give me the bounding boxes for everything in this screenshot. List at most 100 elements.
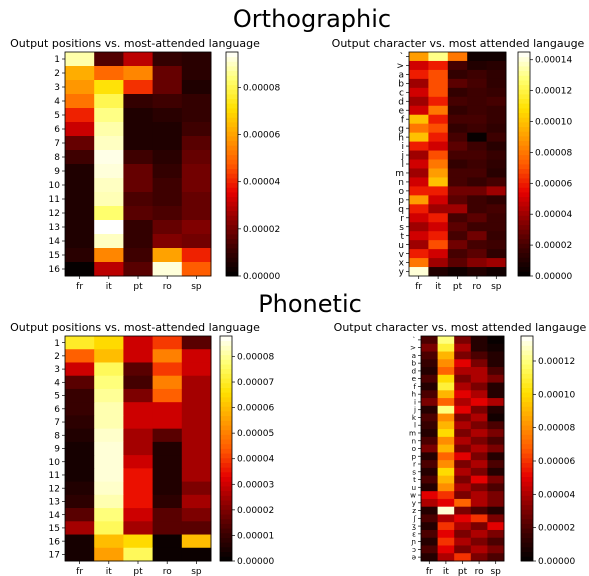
heatmap-cell [65, 66, 95, 81]
colorbar-segment [220, 364, 232, 370]
heatmap-cell [487, 413, 505, 422]
heatmap-cell [421, 382, 438, 391]
heatmap-cell [65, 455, 95, 469]
colorbar-segment [518, 192, 530, 198]
heatmap-cell [447, 69, 468, 80]
colorbar-segment [220, 392, 232, 398]
colorbar-segment [518, 145, 530, 151]
colorbar-segment [521, 462, 533, 468]
heatmap-cell [152, 402, 183, 416]
x-tick-label: it [106, 282, 113, 292]
heatmap-cell [428, 150, 449, 160]
colorbar-segment [518, 271, 530, 277]
colorbar-segment [220, 336, 232, 342]
colorbar-segment [521, 429, 533, 435]
y-tick-label: u [398, 241, 404, 251]
heatmap-cell [437, 382, 455, 391]
heatmap-cell [123, 52, 153, 67]
heatmap-cell [428, 123, 449, 134]
y-tick-label: r [400, 214, 404, 224]
colorbar-segment [521, 439, 533, 445]
heatmap-cell [447, 231, 468, 241]
heatmap-cell [467, 87, 487, 98]
heatmap-cell [123, 402, 153, 416]
heatmap-cell [428, 141, 449, 151]
colorbar-tick-label: 0.00010 [538, 390, 575, 400]
heatmap-cell [94, 220, 124, 235]
heatmap-cell [123, 66, 153, 81]
colorbar-segment [521, 373, 533, 379]
heatmap-cell [65, 468, 95, 482]
colorbar-segment [226, 182, 238, 188]
heatmap-ortho-characters: Output character vs. most attended langa… [332, 37, 585, 292]
heatmap-cell [152, 178, 183, 193]
colorbar-segment [226, 238, 238, 244]
colorbar-segment [226, 131, 238, 137]
colorbar-segment [220, 471, 232, 478]
heatmap-cell [447, 132, 468, 142]
heatmap-cell [467, 213, 487, 223]
x-tick-label: ro [163, 567, 173, 576]
heatmap-cell [65, 164, 95, 179]
heatmap-cell [421, 514, 438, 523]
heatmap-cell [437, 351, 455, 360]
y-tick-label: 5 [54, 111, 60, 121]
x-tick-label: pt [133, 567, 143, 576]
colorbar-segment [518, 103, 530, 109]
heatmap-cell [94, 178, 124, 193]
heatmap-cell [65, 415, 95, 430]
heatmap-cell [487, 405, 505, 414]
heatmap-cell [487, 506, 505, 515]
y-tick-label: d [398, 97, 404, 107]
heatmap-cell [447, 159, 468, 169]
colorbar-segment [220, 354, 232, 360]
heatmap-cell [447, 213, 468, 223]
heatmap-cell [467, 96, 487, 107]
y-tick-label: y [399, 268, 405, 278]
colorbar-segment [226, 145, 238, 151]
y-tick-label: b [398, 80, 404, 90]
heatmap-cell [94, 362, 124, 377]
x-tick-label: fr [415, 282, 422, 292]
colorbar-segment [518, 206, 530, 212]
heatmap-cell [181, 192, 212, 207]
heatmap-cell [409, 87, 429, 98]
colorbar-segment [521, 490, 533, 496]
colorbar-segment [518, 159, 530, 165]
heatmap-cell [421, 444, 438, 453]
y-tick-label: t [400, 232, 404, 242]
heatmap-cell [454, 537, 472, 546]
colorbar-segment [521, 504, 533, 510]
heatmap-cell [181, 122, 212, 137]
y-tick-label: o [398, 187, 404, 197]
heatmap-cell [152, 66, 183, 81]
heatmap-cell [65, 262, 95, 277]
heatmap-cell [421, 506, 438, 515]
heatmap-cell [454, 421, 472, 430]
heatmap-cell [152, 262, 183, 277]
y-tick-label: e [398, 106, 404, 116]
colorbar-tick-label: 0.00007 [237, 378, 274, 388]
heatmap-cell [447, 168, 468, 178]
heatmap-cell [487, 514, 505, 523]
y-tick-label: 7 [54, 139, 60, 149]
x-tick-label: pt [458, 567, 468, 576]
heatmap-cell [94, 455, 124, 469]
colorbar-segment [226, 66, 238, 72]
heatmap-cell [421, 436, 438, 446]
heatmap-cell [123, 494, 153, 509]
colorbar-segment [226, 173, 238, 179]
heatmap-cell [437, 545, 455, 554]
colorbar-segment [226, 206, 238, 212]
colorbar-frame [517, 51, 531, 277]
x-tick-label: ro [472, 282, 482, 292]
heatmap-cell [486, 195, 507, 205]
heatmap-cell [437, 483, 455, 492]
y-tick-label: 14 [49, 237, 61, 247]
y-tick-label: 14 [49, 511, 61, 521]
heatmap-cell [65, 108, 95, 123]
heatmap-cell [486, 114, 507, 125]
heatmap-cell [454, 367, 472, 376]
heatmap-cell [454, 553, 472, 562]
colorbar-segment [220, 537, 232, 543]
